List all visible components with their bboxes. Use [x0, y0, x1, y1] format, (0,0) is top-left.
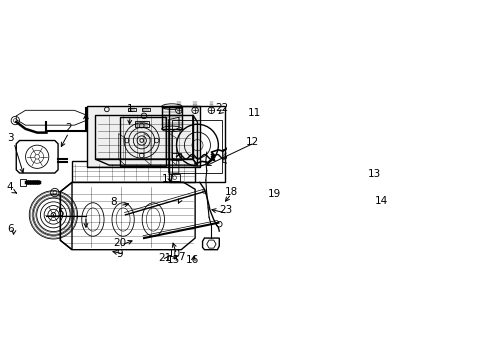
- Text: 9: 9: [116, 249, 123, 259]
- Text: 21: 21: [158, 253, 171, 263]
- Text: 17: 17: [162, 174, 175, 184]
- Text: 5: 5: [57, 208, 63, 219]
- Text: 16: 16: [186, 255, 199, 265]
- Text: 2: 2: [65, 123, 72, 133]
- Text: 8: 8: [110, 197, 117, 207]
- Text: 3: 3: [7, 133, 14, 143]
- Text: 10: 10: [167, 249, 181, 259]
- Text: 1: 1: [126, 104, 133, 114]
- Text: 7: 7: [178, 252, 184, 262]
- Text: 23: 23: [219, 205, 232, 215]
- Text: 15: 15: [166, 255, 180, 265]
- Text: 4: 4: [7, 182, 14, 192]
- Text: 12: 12: [245, 137, 258, 147]
- Text: 13: 13: [366, 170, 380, 179]
- Text: 20: 20: [113, 238, 126, 248]
- Text: 6: 6: [7, 224, 14, 234]
- Polygon shape: [87, 106, 200, 167]
- Text: 11: 11: [247, 108, 261, 118]
- Text: 18: 18: [224, 186, 238, 197]
- Text: 22: 22: [215, 103, 228, 113]
- Text: 14: 14: [374, 196, 388, 206]
- Text: 19: 19: [267, 189, 280, 199]
